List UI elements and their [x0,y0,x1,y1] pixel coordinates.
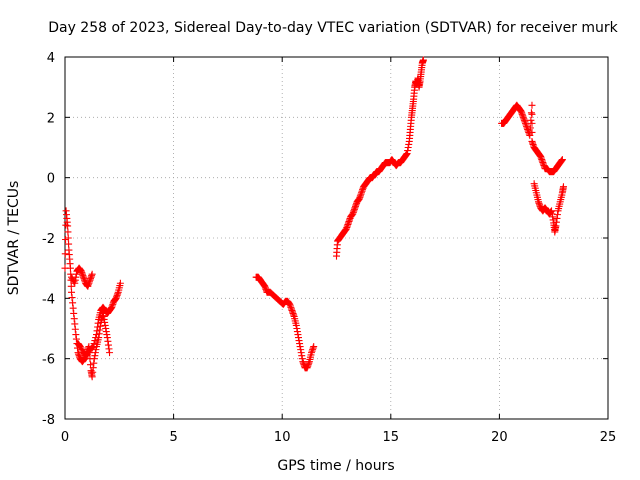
data-point [106,349,114,357]
y-axis-label: SDTVAR / TECUs [6,181,22,296]
data-point [66,264,74,272]
data-point [92,334,100,342]
data-point [528,128,536,136]
data-point [88,270,96,278]
y-tick-label: 4 [47,51,55,66]
data-point [64,234,72,242]
data-point [116,279,124,287]
x-axis-label: GPS time / hours [277,458,394,474]
data-point [528,110,536,118]
data-point [310,343,318,351]
data-point [61,250,69,258]
x-tick-label: 10 [274,430,291,445]
y-tick-label: -8 [42,413,55,428]
x-tick-label: 0 [61,430,69,445]
data-point [70,278,78,286]
axis-ticks: 0 5 10 15 20 25 -8 -6 -4 -2 0 2 4 [42,51,616,445]
data-point [84,350,92,358]
data-points [61,56,567,381]
x-tick-label: 20 [491,430,508,445]
y-tick-label: -2 [42,232,55,247]
data-point [68,275,76,283]
data-point [419,56,427,64]
x-tick-label: 5 [169,430,177,445]
data-point [64,228,72,236]
data-point [91,337,99,345]
data-point [558,156,566,164]
x-tick-label: 25 [600,430,617,445]
data-point [528,101,536,109]
x-tick-label: 15 [383,430,400,445]
data-point [84,349,92,357]
data-point [77,344,85,352]
data-point [78,346,86,354]
y-tick-label: -4 [42,292,55,307]
data-point [90,340,98,348]
data-point [76,343,84,351]
data-point [88,343,96,351]
y-tick-label: 0 [47,172,55,187]
data-point [62,221,70,229]
chart-title: Day 258 of 2023, Sidereal Day-to-day VTE… [48,20,618,36]
data-point [528,119,536,127]
data-point [64,222,72,230]
y-tick-label: -6 [42,353,55,368]
data-point [559,183,567,191]
data-point [65,240,73,248]
grid-lines [65,57,608,419]
data-point [526,124,534,132]
data-point [88,344,96,352]
data-point [83,352,91,360]
data-point [527,116,535,124]
data-point [67,282,75,290]
y-tick-label: 2 [47,111,55,126]
data-point [89,343,97,351]
